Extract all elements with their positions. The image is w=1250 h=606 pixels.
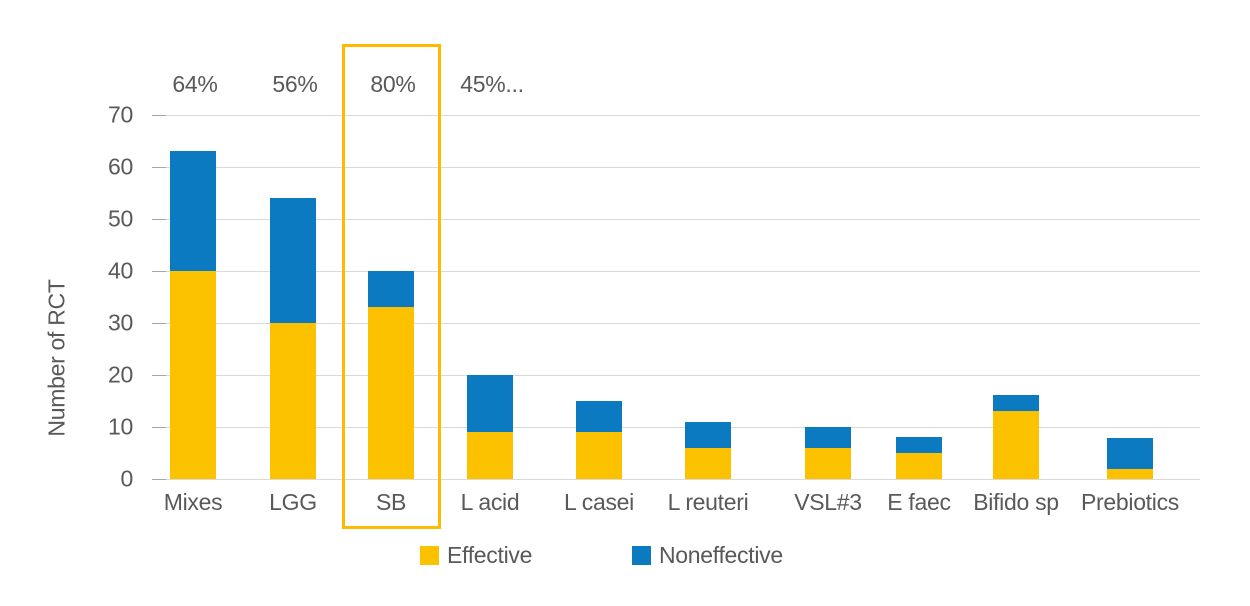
percentage-annotation-0: 64%: [172, 71, 218, 97]
bar-segment-effective-1: [270, 323, 316, 479]
y-tick-label-0: 0: [120, 465, 134, 492]
bar-segment-effective-2: [368, 307, 414, 479]
bar-segment-noneffective-6: [805, 427, 851, 448]
legend-label-effective: Effective: [447, 542, 533, 568]
x-category-label-8: Bifido sp: [973, 489, 1059, 515]
gridline-50: [152, 219, 1200, 220]
legend-swatch-effective: [420, 546, 439, 565]
bar-segment-effective-5: [685, 448, 731, 479]
gridline-30: [152, 323, 1200, 324]
y-tick-label-20: 20: [108, 361, 133, 388]
x-category-label-6: VSL#3: [794, 489, 862, 515]
y-tick-label-10: 10: [108, 413, 133, 440]
y-tickmark-40: [152, 271, 166, 272]
bar-segment-effective-9: [1107, 469, 1153, 479]
x-category-label-2: SB: [375, 489, 407, 515]
bar-segment-noneffective-1: [270, 198, 316, 323]
bar-segment-effective-6: [805, 448, 851, 479]
bar-segment-effective-7: [896, 453, 942, 479]
y-tick-label-30: 30: [108, 309, 133, 336]
percentage-annotation-1: 56%: [272, 71, 318, 97]
gridline-20: [152, 375, 1200, 376]
bar-segment-noneffective-3: [467, 375, 513, 432]
bar-segment-noneffective-2: [368, 271, 414, 307]
y-tickmark-20: [152, 375, 166, 376]
gridline-70: [152, 115, 1200, 116]
y-tick-label-70: 70: [108, 101, 133, 128]
bar-segment-noneffective-9: [1107, 438, 1153, 469]
y-tickmark-60: [152, 167, 166, 168]
bar-segment-noneffective-4: [576, 401, 622, 432]
percentage-annotation-3: 45%...: [460, 71, 524, 97]
bar-segment-noneffective-8: [993, 395, 1039, 411]
bar-segment-noneffective-0: [170, 151, 216, 271]
bar-segment-effective-8: [993, 411, 1039, 479]
x-category-label-5: L reuteri: [667, 489, 749, 515]
gridline-0: [152, 479, 1200, 480]
legend-label-noneffective: Noneffective: [659, 542, 783, 568]
gridline-40: [152, 271, 1200, 272]
x-category-label-9: Prebiotics: [1081, 489, 1179, 515]
y-tickmark-30: [152, 323, 166, 324]
x-category-label-0: Mixes: [163, 489, 223, 515]
x-category-label-7: E faec: [887, 489, 951, 515]
bar-segment-effective-0: [170, 271, 216, 479]
y-tickmark-50: [152, 219, 166, 220]
legend-item-effective: Effective: [420, 544, 532, 567]
gridline-10: [152, 427, 1200, 428]
x-category-label-1: LGG: [269, 489, 317, 515]
x-category-label-3: L acid: [460, 489, 520, 515]
legend-item-noneffective: Noneffective: [632, 544, 783, 567]
gridline-60: [152, 167, 1200, 168]
percentage-annotation-2: 80%: [370, 71, 416, 97]
y-tick-label-50: 50: [108, 205, 133, 232]
bar-segment-noneffective-7: [896, 437, 942, 453]
x-category-label-4: L casei: [564, 489, 634, 515]
y-tickmark-70: [152, 115, 166, 116]
bar-segment-effective-3: [467, 432, 513, 479]
y-tickmark-10: [152, 427, 166, 428]
bar-segment-noneffective-5: [685, 422, 731, 448]
highlight-box: [342, 44, 441, 529]
y-tick-label-40: 40: [108, 257, 133, 284]
y-tick-label-60: 60: [108, 153, 133, 180]
legend-swatch-noneffective: [632, 546, 651, 565]
y-axis-title: Number of RCT: [43, 279, 70, 437]
bar-segment-effective-4: [576, 432, 622, 479]
y-tickmark-0: [152, 479, 166, 480]
